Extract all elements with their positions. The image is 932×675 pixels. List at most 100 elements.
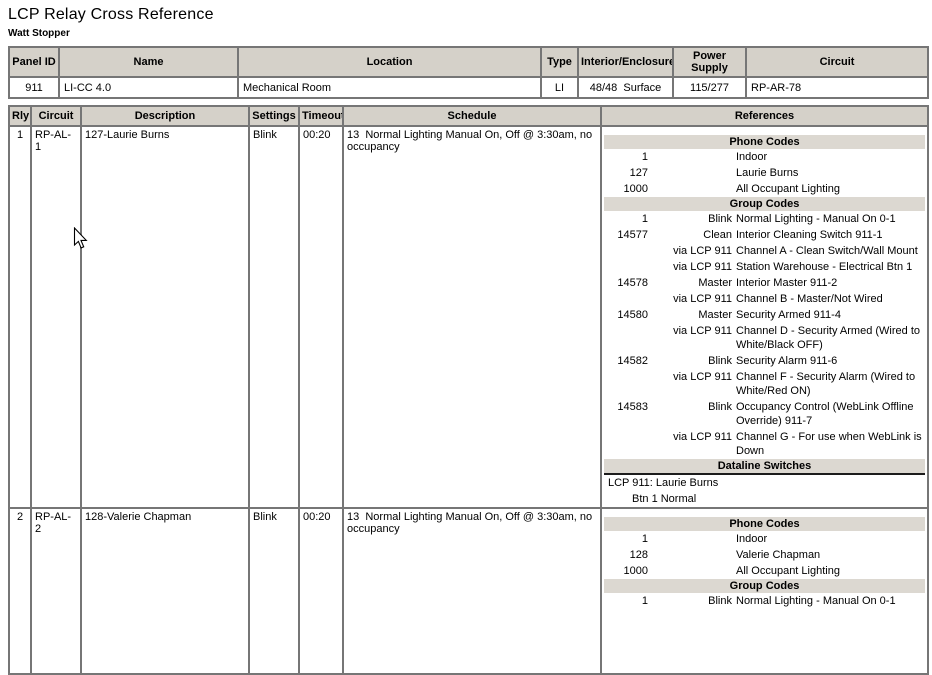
group-code-row: 14580 Master Security Armed 911-4 <box>604 307 925 323</box>
phone-code: 1 <box>641 151 648 163</box>
relay-header-settings: Settings <box>249 106 299 126</box>
group-code-type: Clean <box>703 229 732 241</box>
group-code-desc: Security Armed 911-4 <box>736 309 841 321</box>
panel-location-value: Mechanical Room <box>238 77 541 98</box>
group-code-row: via LCP 911 Channel G - For use when Web… <box>604 429 925 459</box>
phone-code: 1 <box>641 533 648 545</box>
phone-code-desc: All Occupant Lighting <box>736 183 840 195</box>
relay-header-references: References <box>601 106 928 126</box>
phone-code-desc: Valerie Chapman <box>736 549 821 561</box>
group-code-type: via LCP 911 <box>673 325 732 337</box>
group-code-type: Blink <box>708 595 732 607</box>
panel-name-value: LI-CC 4.0 <box>59 77 238 98</box>
phone-code-desc: Indoor <box>736 151 768 163</box>
panel-summary-table: Panel ID Name Location Type Interior/Enc… <box>8 46 929 99</box>
group-code: 14583 <box>617 401 648 413</box>
group-code-type: via LCP 911 <box>673 293 732 305</box>
relay-2-schedule: 13 Normal Lighting Manual On, Off @ 3:30… <box>343 508 601 674</box>
phone-code-desc: Indoor <box>736 533 768 545</box>
report-subtitle: Watt Stopper <box>8 28 70 39</box>
panel-header-name: Name <box>59 47 238 77</box>
relay-header-row: Rly Circuit Description Settings Timeout… <box>9 106 928 126</box>
group-code-row: 1 Blink Normal Lighting - Manual On 0-1 <box>604 593 925 609</box>
phone-code-row: 1000 All Occupant Lighting <box>604 563 925 579</box>
phone-code-row: 1000 All Occupant Lighting <box>604 181 925 197</box>
group-code-type: Master <box>698 277 732 289</box>
group-code <box>604 370 648 398</box>
group-code <box>604 430 648 458</box>
phone-codes-band: Phone Codes <box>604 135 925 149</box>
group-code-desc: Occupancy Control (WebLink Offline Overr… <box>736 401 914 427</box>
relay-row-2: 2 RP-AL-2 128-Valerie Chapman Blink 00:2… <box>9 508 928 674</box>
relay-header-schedule: Schedule <box>343 106 601 126</box>
group-code-type: Blink <box>708 355 732 367</box>
relay-2-timeout: 00:20 <box>299 508 343 674</box>
group-code-row: via LCP 911 Channel B - Master/Not Wired <box>604 291 925 307</box>
panel-header-location: Location <box>238 47 541 77</box>
dataline-switch-line: Btn 1 Normal <box>632 493 697 505</box>
relay-1-description: 127-Laurie Burns <box>81 126 249 508</box>
group-code-type: Master <box>698 309 732 321</box>
group-code-desc: Interior Master 911-2 <box>736 277 838 289</box>
relay-header-timeout: Timeout <box>299 106 343 126</box>
group-code: 14577 <box>617 229 648 241</box>
group-code-desc: Channel A - Clean Switch/Wall Mount <box>736 245 918 257</box>
relay-1-references-list: Phone Codes 1 Indoor 127 Laurie Burns 10… <box>604 135 925 507</box>
panel-header-panel-id: Panel ID <box>9 47 59 77</box>
panel-header-row: Panel ID Name Location Type Interior/Enc… <box>9 47 928 77</box>
group-code-desc: Channel B - Master/Not Wired <box>736 293 883 305</box>
panel-header-interior-enclosure: Interior/Enclosure <box>578 47 673 77</box>
group-code-row: 14583 Blink Occupancy Control (WebLink O… <box>604 399 925 429</box>
panel-header-power-supply: Power Supply <box>673 47 746 77</box>
phone-code: 1000 <box>623 565 648 577</box>
panel-power-supply-value: 115/277 <box>673 77 746 98</box>
relay-2-rly: 2 <box>9 508 31 674</box>
group-code-row: 14578 Master Interior Master 911-2 <box>604 275 925 291</box>
group-code-row: via LCP 911 Channel A - Clean Switch/Wal… <box>604 243 925 259</box>
group-code <box>604 244 648 258</box>
group-code-row: 14577 Clean Interior Cleaning Switch 911… <box>604 227 925 243</box>
group-code-desc: Security Alarm 911-6 <box>736 355 838 367</box>
relay-header-rly: Rly <box>9 106 31 126</box>
panel-id-value: 911 <box>9 77 59 98</box>
group-codes-band: Group Codes <box>604 197 925 211</box>
relay-2-references-list: Phone Codes 1 Indoor 128 Valerie Chapman… <box>604 517 925 609</box>
relay-cross-reference-table: Rly Circuit Description Settings Timeout… <box>8 105 929 675</box>
relay-1-timeout: 00:20 <box>299 126 343 508</box>
group-code-desc: Normal Lighting - Manual On 0-1 <box>736 213 896 225</box>
relay-2-settings: Blink <box>249 508 299 674</box>
relay-row-1: 1 RP-AL-1 127-Laurie Burns Blink 00:20 1… <box>9 126 928 508</box>
group-code: 1 <box>641 213 648 225</box>
panel-interior-enclosure-value: 48/48 Surface <box>578 77 673 98</box>
group-code-type: Blink <box>708 401 732 413</box>
page-title: LCP Relay Cross Reference <box>8 6 214 23</box>
group-codes-band: Group Codes <box>604 579 925 593</box>
group-code-type: Blink <box>708 213 732 225</box>
phone-code: 127 <box>629 167 648 179</box>
panel-data-row: 911 LI-CC 4.0 Mechanical Room LI 48/48 S… <box>9 77 928 98</box>
group-code-desc: Normal Lighting - Manual On 0-1 <box>736 595 896 607</box>
group-code-type: via LCP 911 <box>673 431 732 443</box>
group-code-row: 1 Blink Normal Lighting - Manual On 0-1 <box>604 211 925 227</box>
group-code: 14578 <box>617 277 648 289</box>
phone-code-desc: All Occupant Lighting <box>736 565 840 577</box>
relay-1-circuit: RP-AL-1 <box>31 126 81 508</box>
group-code <box>604 260 648 274</box>
group-code-row: 14582 Blink Security Alarm 911-6 <box>604 353 925 369</box>
phone-codes-band: Phone Codes <box>604 517 925 531</box>
panel-type-value: LI <box>541 77 578 98</box>
group-code-row: via LCP 911 Channel D - Security Armed (… <box>604 323 925 353</box>
relay-header-description: Description <box>81 106 249 126</box>
group-code <box>604 292 648 306</box>
group-code-type: via LCP 911 <box>673 261 732 273</box>
dataline-switch-line: LCP 911: Laurie Burns <box>608 477 719 489</box>
group-code-desc: Channel D - Security Armed (Wired to Whi… <box>736 325 921 351</box>
panel-header-circuit: Circuit <box>746 47 928 77</box>
dataline-switches-band: Dataline Switches <box>604 459 925 475</box>
panel-circuit-value: RP-AR-78 <box>746 77 928 98</box>
group-code-type: via LCP 911 <box>673 371 732 383</box>
relay-header-circuit: Circuit <box>31 106 81 126</box>
panel-header-type: Type <box>541 47 578 77</box>
group-code: 14582 <box>617 355 648 367</box>
relay-1-settings: Blink <box>249 126 299 508</box>
